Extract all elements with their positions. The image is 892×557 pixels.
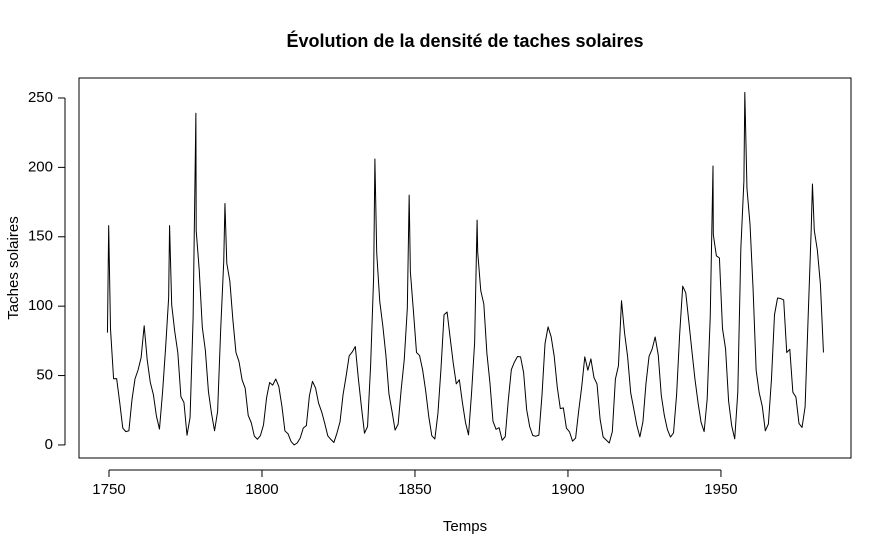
y-tick-label: 100: [28, 297, 53, 314]
y-tick-label: 250: [28, 89, 53, 106]
chart-title: Évolution de la densité de taches solair…: [286, 30, 643, 51]
x-tick-label: 1800: [245, 481, 278, 498]
y-tick-label: 150: [28, 228, 53, 245]
y-tick-label: 200: [28, 158, 53, 175]
y-axis-label: Taches solaires: [5, 216, 22, 319]
y-tick-label: 50: [36, 367, 53, 384]
x-tick-label: 1950: [704, 481, 737, 498]
x-tick-label: 1900: [551, 481, 584, 498]
x-axis-label: Temps: [443, 518, 487, 535]
y-tick-label: 0: [45, 436, 53, 453]
series-line: [106, 91, 824, 446]
plot-frame: [78, 77, 852, 459]
x-tick-label: 1850: [398, 481, 431, 498]
x-tick-label: 1750: [92, 481, 125, 498]
